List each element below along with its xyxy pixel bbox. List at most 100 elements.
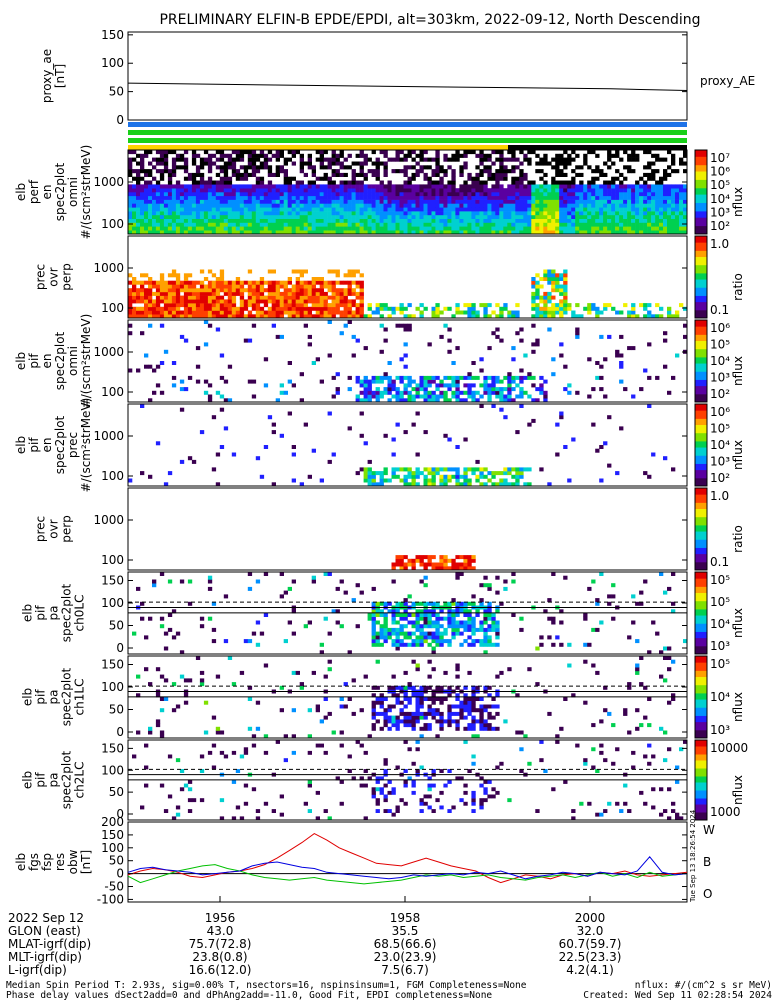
- heat-cell: [171, 314, 177, 319]
- heat-cell: [375, 394, 380, 399]
- heat-cell: [215, 222, 221, 227]
- heat-cell: [136, 280, 141, 285]
- heat-cell: [655, 211, 660, 216]
- heat-cell: [423, 613, 428, 617]
- heat-cell: [551, 218, 556, 223]
- heat-cell: [263, 314, 269, 319]
- heat-cell: [511, 387, 516, 392]
- heat-cell: [627, 207, 632, 212]
- heat-cell: [415, 616, 420, 621]
- ytick-label: 50: [109, 619, 124, 633]
- colorbar-tick: 10⁴: [710, 438, 730, 452]
- heat-cell: [175, 310, 181, 315]
- heat-cell: [299, 153, 304, 158]
- heat-cell: [395, 555, 400, 560]
- heat-cell: [491, 613, 496, 617]
- heat-cell: [675, 230, 680, 235]
- heat-cell: [175, 222, 181, 227]
- heat-cell: [367, 207, 372, 212]
- heat-cell: [215, 165, 221, 170]
- heat-cell: [187, 375, 193, 380]
- colorbar-swatch: [695, 287, 707, 290]
- heat-cell: [403, 635, 408, 640]
- heat-cell: [351, 273, 356, 278]
- heat-cell: [395, 195, 400, 200]
- heat-cell: [479, 627, 484, 632]
- heat-cell: [315, 230, 320, 235]
- heat-cell: [423, 467, 428, 472]
- heat-cell: [555, 273, 560, 278]
- heat-cell: [179, 334, 185, 339]
- heat-cell: [255, 288, 261, 293]
- heat-cell: [319, 379, 324, 384]
- colorbar-swatch: [695, 350, 707, 354]
- heat-cell: [267, 291, 273, 296]
- heat-cell: [451, 226, 456, 231]
- heat-cell: [399, 222, 404, 227]
- heat-cell: [423, 226, 428, 231]
- heat-cell: [463, 471, 468, 476]
- heat-cell: [399, 639, 404, 644]
- heat-cell: [211, 601, 217, 606]
- heat-cell: [303, 211, 308, 216]
- heat-cell: [140, 288, 145, 293]
- heat-cell: [247, 726, 253, 731]
- heat-cell: [275, 218, 280, 223]
- heat-cell: [551, 184, 556, 189]
- heat-cell: [271, 199, 276, 204]
- heat-cell: [431, 639, 436, 644]
- heat-cell: [163, 646, 169, 651]
- colorbar-label: nflux: [731, 356, 745, 386]
- heat-cell: [663, 207, 668, 212]
- heat-cell: [475, 226, 480, 231]
- heat-cell: [559, 161, 564, 166]
- heat-cell: [419, 314, 424, 319]
- heat-cell: [515, 199, 520, 204]
- heat-cell: [271, 192, 276, 197]
- heat-cell: [479, 303, 484, 308]
- heat-cell: [379, 609, 384, 614]
- heat-cell: [411, 314, 416, 319]
- heat-cell: [647, 207, 652, 212]
- heat-cell: [643, 199, 648, 204]
- colorbar-swatch: [695, 555, 707, 559]
- heat-cell: [667, 646, 672, 651]
- heat-cell: [144, 150, 149, 155]
- heat-cell: [387, 199, 392, 204]
- heat-cell: [535, 288, 540, 293]
- heat-cell: [427, 704, 432, 709]
- heat-cell: [575, 226, 580, 231]
- heat-cell: [491, 375, 496, 380]
- ytick-label: 100: [101, 553, 124, 567]
- heat-cell: [179, 218, 185, 223]
- heat-cell: [447, 195, 452, 200]
- heat-cell: [199, 214, 205, 219]
- heat-cell: [287, 199, 292, 204]
- heat-cell: [411, 211, 416, 216]
- heat-cell: [327, 230, 332, 235]
- heat-cell: [367, 222, 372, 227]
- heat-cell: [239, 295, 245, 300]
- heat-cell: [215, 452, 221, 457]
- heat-cell: [263, 230, 269, 235]
- ylabel-line: prec: [66, 432, 80, 458]
- heat-cell: [463, 161, 468, 166]
- heat-cell: [559, 169, 564, 174]
- heat-cell: [207, 199, 213, 204]
- heat-cell: [367, 192, 372, 197]
- heat-cell: [591, 627, 596, 632]
- heat-cell: [575, 188, 580, 193]
- heat-cell: [463, 214, 468, 219]
- heat-cell: [659, 650, 664, 655]
- heat-cell: [199, 172, 205, 177]
- heat-cell: [651, 172, 656, 177]
- heat-cell: [383, 627, 388, 632]
- heat-cell: [371, 624, 376, 629]
- heat-cell: [191, 172, 197, 177]
- heat-cell: [171, 218, 177, 223]
- colorbar-tick: 10³: [710, 205, 730, 219]
- heat-cell: [547, 218, 552, 223]
- heat-cell: [515, 478, 520, 483]
- heat-cell: [155, 207, 161, 212]
- heat-cell: [159, 280, 165, 285]
